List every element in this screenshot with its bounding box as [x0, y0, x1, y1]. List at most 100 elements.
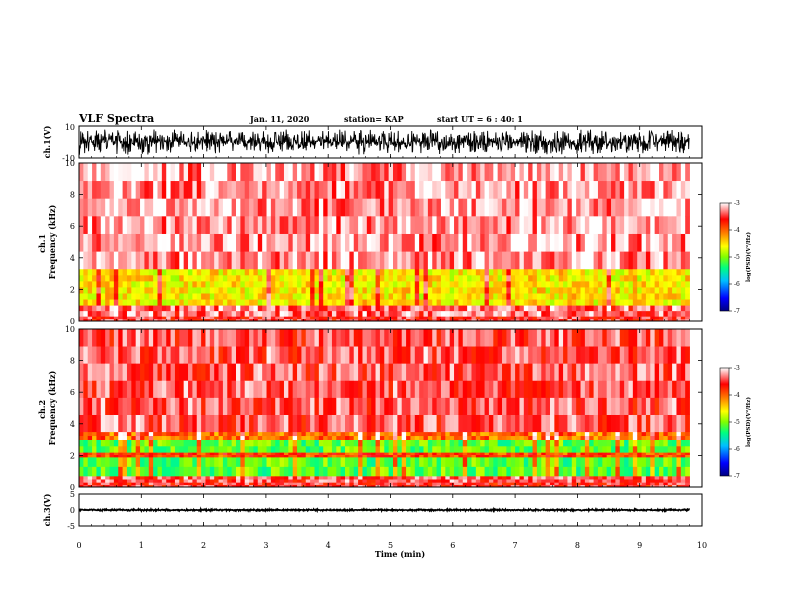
- ch1-spec-cell: [205, 287, 211, 294]
- ch1-spec-cell: [231, 215, 237, 234]
- ch2-spec-cell: [323, 466, 328, 477]
- ch2-spec-cell: [218, 435, 224, 440]
- ch2-spec-cell: [358, 482, 363, 486]
- ch1-spec-cell: [266, 318, 272, 322]
- ch2-spec-cell: [628, 479, 634, 483]
- ch2-spec-cell: [157, 397, 163, 415]
- ch1-spec-cell: [157, 280, 163, 288]
- ch1-spec-cell: [602, 287, 608, 294]
- ch1-spec-cell: [266, 180, 272, 199]
- ch2-spec-cell: [611, 466, 616, 477]
- ch2-spec-cell: [615, 454, 621, 458]
- ch2-spec-cell: [183, 484, 189, 488]
- ch1-spec-cell: [541, 316, 547, 320]
- ch2-spec-cell: [135, 397, 141, 415]
- ch1-spec-cell: [135, 180, 141, 199]
- ch2-spec-cell: [183, 346, 189, 364]
- ch1-spec-cell: [624, 305, 629, 312]
- ch1-spec-cell: [672, 305, 677, 312]
- ch2-spec-cell: [144, 479, 150, 483]
- ch2-spec-cell: [227, 431, 233, 437]
- ch1-spec-cell: [593, 233, 599, 252]
- ch2-spec-cell: [362, 435, 368, 440]
- ch1-spec-cell: [388, 293, 394, 300]
- ch2-spec-cell: [310, 452, 315, 456]
- ch2-spec-cell: [148, 475, 154, 480]
- ch2-spec-cell: [366, 484, 372, 488]
- ch1-spec-cell: [436, 180, 442, 199]
- ch1-spec-cell: [105, 274, 110, 282]
- ch2-spec-cell: [449, 456, 455, 467]
- ch1-spec-cell: [270, 280, 276, 288]
- ch1-spec-cell: [423, 251, 429, 270]
- ch1-spec-cell: [275, 287, 281, 294]
- ch1-spec-cell: [170, 299, 176, 306]
- ch2-spec-cell: [545, 346, 551, 364]
- ch1-spec-cell: [645, 215, 651, 234]
- ch1-spec-cell: [140, 305, 145, 312]
- ch2-spec-cell: [214, 482, 219, 486]
- ch2-spec-cell: [571, 484, 577, 488]
- ch2-spec-cell: [645, 363, 651, 381]
- ch2-spec-cell: [288, 380, 294, 398]
- ch1-spec-cell: [567, 293, 573, 300]
- ch1-spec-cell: [606, 274, 612, 282]
- ch1-spec-cell: [663, 233, 669, 252]
- ch2-spec-cell: [680, 475, 686, 480]
- ch2-spec-cell: [549, 329, 555, 347]
- ch2-spec-cell: [157, 363, 163, 381]
- ch2-spec-cell: [414, 397, 420, 415]
- ch1-spec-cell: [240, 318, 246, 322]
- ch1-spec-cell: [349, 299, 355, 306]
- ch1-spec-cell: [371, 316, 376, 320]
- ch1-spec-ytick-label-5: 10: [65, 159, 75, 168]
- ch1-spec-cell: [549, 280, 555, 288]
- ch1-spec-cell: [401, 318, 407, 322]
- ch2-spec-cell: [231, 445, 237, 453]
- ch1-spec-cell: [336, 318, 342, 322]
- ch1-spec-cell: [92, 233, 97, 252]
- ch1-spec-cell: [497, 215, 503, 234]
- ch1-spec-cell: [536, 316, 542, 320]
- ch2-spec-cell: [301, 329, 307, 347]
- ch2-spec-cell: [510, 346, 516, 364]
- ch2-spec-cell: [205, 329, 211, 347]
- ch1-spec-cell: [558, 233, 564, 252]
- ch2-spec-cell: [541, 431, 547, 437]
- ch2-spec-cell: [388, 439, 394, 447]
- ch1-spec-cell: [327, 268, 333, 276]
- ch2-spec-cell: [584, 439, 590, 447]
- ch2-spec-cell: [157, 445, 163, 453]
- ch2-spec-cell: [323, 479, 328, 483]
- ch1-spec-cell: [497, 280, 503, 288]
- ch1-spec-cell: [571, 287, 577, 294]
- ch1-spec-cell: [637, 251, 642, 270]
- ch1-spec-cell: [105, 310, 110, 317]
- ch1-spec-cell: [672, 274, 677, 282]
- ch1-spec-cell: [685, 198, 690, 217]
- ch2-spec-cell: [262, 435, 267, 440]
- ch2-spec-cell: [497, 479, 503, 483]
- ch2-spec-cell: [292, 363, 298, 381]
- ch2-spec-cell: [244, 363, 250, 381]
- ch2-spec-cell: [126, 363, 132, 381]
- ch2-spec-cell: [654, 363, 660, 381]
- ch1-spec-cell: [249, 251, 254, 270]
- ch2-spec-cell: [475, 475, 481, 480]
- ch1-spec-cell: [436, 215, 442, 234]
- ch2-spec-cell: [157, 346, 163, 364]
- ch1-spec-cell: [628, 316, 634, 320]
- ch2-spec-cell: [632, 397, 638, 415]
- ch2-spec-cell: [401, 454, 407, 458]
- ch2-spec-cell: [397, 454, 403, 458]
- ch1-spec-cell: [345, 274, 350, 282]
- ch1-spec-cell: [118, 268, 124, 276]
- ch1-spec-cell: [541, 318, 547, 322]
- ch1-spec-cell: [606, 180, 612, 199]
- ch1-spec-cell: [515, 318, 520, 322]
- ch2-spec-cell: [458, 475, 464, 480]
- ch2-spec-cell: [436, 452, 442, 456]
- ch2-spec-cell: [475, 456, 481, 467]
- ch1-spec-cell: [318, 305, 324, 312]
